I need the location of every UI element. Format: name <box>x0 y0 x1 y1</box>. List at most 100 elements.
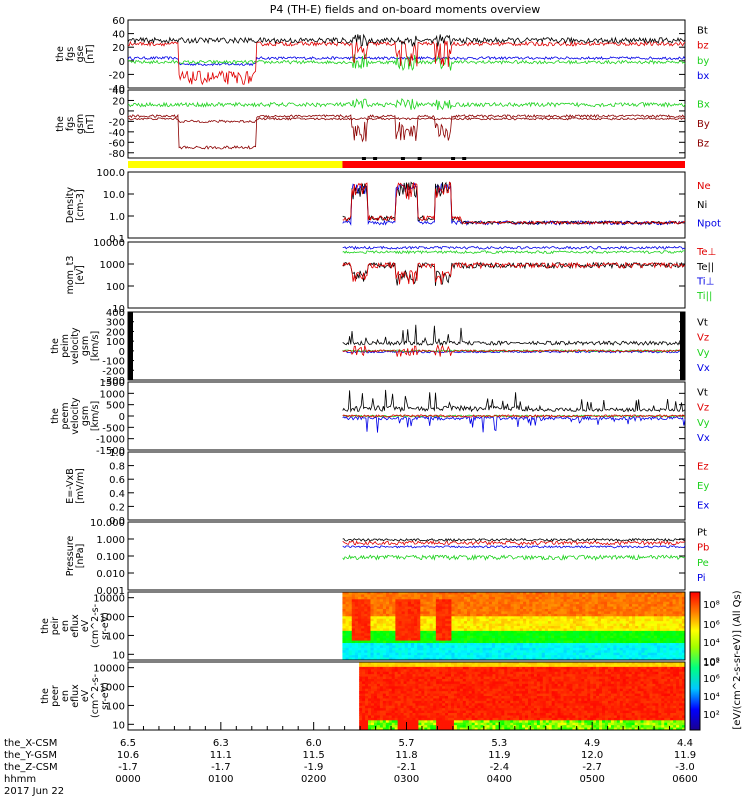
spectrogram-cell <box>619 616 624 620</box>
spectrogram-cell <box>359 725 363 729</box>
spectrogram-cell <box>398 643 403 646</box>
spectrogram-cell <box>660 613 664 617</box>
spectrogram-cell <box>585 650 589 654</box>
spectrogram-cell <box>471 725 476 729</box>
spectrogram-cell <box>557 626 561 629</box>
spectrogram-cell <box>361 652 365 656</box>
spectrogram-cell <box>348 630 353 634</box>
spectrogram-cell <box>376 618 381 622</box>
spectrogram-cell <box>451 613 456 617</box>
spectrogram-cell <box>510 638 515 642</box>
spectrogram-cell <box>544 645 549 649</box>
spectrogram-cell <box>442 713 446 716</box>
spectrogram-cell <box>579 623 583 627</box>
spectrogram-cell <box>417 652 421 656</box>
spectrogram-cell <box>576 616 580 620</box>
spectrogram-cell <box>433 713 437 716</box>
spectrogram-cell <box>397 703 402 707</box>
spectrogram-cell <box>513 674 517 678</box>
spectrogram-cell <box>607 601 611 605</box>
spectrogram-cell <box>616 640 621 644</box>
spectrogram-cell <box>364 633 368 637</box>
spectrogram-cell <box>359 679 363 682</box>
spectrogram-cell <box>395 647 399 651</box>
spectrogram-cell <box>445 669 449 673</box>
spectrogram-cell <box>504 686 508 690</box>
spectrogram-cell <box>525 703 529 707</box>
spectrogram-cell <box>436 703 440 707</box>
spectrogram-cell <box>535 657 540 661</box>
spectrogram-cell <box>473 606 477 610</box>
spectrogram-cell <box>407 616 412 620</box>
spectrogram-cell <box>504 596 508 600</box>
spectrogram-cell <box>361 613 365 617</box>
spectrogram-cell <box>529 643 533 646</box>
spectrogram-cell <box>641 604 646 608</box>
spectrogram-cell <box>488 623 493 627</box>
spectrogram-cell <box>660 606 664 610</box>
spectrogram-cell <box>430 713 434 716</box>
spectrogram-cell <box>526 592 530 595</box>
spectrogram-cell <box>392 645 396 649</box>
spectrogram-cell <box>401 606 406 610</box>
spectrogram-cell <box>678 633 683 637</box>
spectrogram-cell <box>379 621 384 625</box>
spectrogram-cell <box>421 676 425 680</box>
spectrogram-cell <box>379 710 384 714</box>
spectrogram-cell <box>418 662 422 665</box>
spectrogram-cell <box>650 635 655 639</box>
spectrogram-cell <box>435 650 440 654</box>
spectrogram-cell <box>427 679 431 682</box>
spectrogram-cell <box>572 643 577 646</box>
spectrogram-cell <box>653 645 658 649</box>
spectrogram-cell <box>463 609 468 612</box>
spectrogram-cell <box>371 669 375 673</box>
spectrogram-cell <box>516 669 520 673</box>
spectrogram-cell <box>376 674 381 678</box>
spectrogram-cell <box>410 635 415 639</box>
spectrogram-cell <box>388 696 393 699</box>
spectrogram-cell <box>547 655 552 659</box>
edge-fill <box>680 312 685 380</box>
ylabel: Pressure <box>65 536 76 577</box>
spectrogram-cell <box>468 727 473 731</box>
spectrogram-cell <box>442 710 446 714</box>
spectrogram-cell <box>389 635 393 639</box>
spectrogram-cell <box>635 640 639 644</box>
spectrogram-cell <box>376 725 381 729</box>
spectrogram-cell <box>430 686 434 690</box>
spectrogram-cell <box>519 606 524 610</box>
spectrogram-cell <box>579 652 583 656</box>
spectrogram-cell <box>663 606 667 610</box>
spectrogram-cell <box>638 609 642 612</box>
spectrogram-cell <box>348 609 353 612</box>
spectrogram-cell <box>495 623 499 627</box>
spectrogram-cell <box>607 626 611 629</box>
spectrogram-cell <box>610 650 614 654</box>
spectrogram-cell <box>585 647 589 651</box>
spectrogram-cell <box>342 611 347 615</box>
spectrogram-cell <box>417 640 421 644</box>
spectrogram-cell <box>392 626 396 629</box>
spectrogram-cell <box>495 725 499 729</box>
spectrogram-cell <box>456 725 461 729</box>
spectrogram-cell <box>501 652 505 656</box>
spectrogram-cell <box>401 601 406 605</box>
spectrogram-cell <box>438 645 443 649</box>
spectrogram-cell <box>400 725 405 729</box>
spectrogram-cell <box>510 715 514 719</box>
spectrogram-cell <box>516 657 521 661</box>
spectrogram-cell <box>367 604 371 608</box>
spectrogram-cell <box>650 623 655 627</box>
spectrogram-cell <box>653 628 658 632</box>
spectrogram-cell <box>529 630 533 634</box>
spectrogram-cell <box>412 705 416 709</box>
spectrogram-cell <box>588 626 593 629</box>
spectrogram-cell <box>389 606 393 610</box>
spectrogram-cell <box>616 645 621 649</box>
spectrogram-cell <box>604 630 608 634</box>
spectrogram-cell <box>597 623 602 627</box>
spectrogram-cell <box>529 655 533 659</box>
spectrogram-cell <box>529 657 533 661</box>
spectrogram-cell <box>477 681 482 685</box>
